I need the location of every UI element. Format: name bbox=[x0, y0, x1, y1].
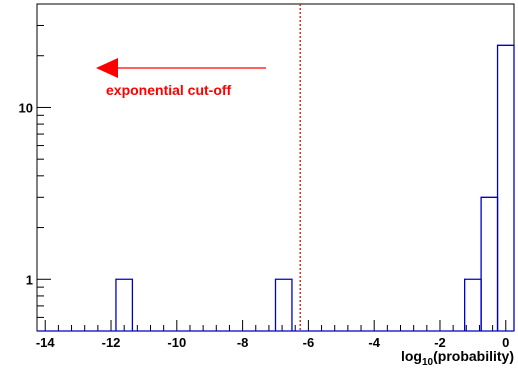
x-tick-label: -12 bbox=[102, 335, 121, 350]
arrow-head-icon bbox=[96, 58, 118, 78]
axis-ticks: -14 -12 -10 -8 -6 -4 -2 0 1 10 bbox=[19, 24, 509, 350]
plot-frame bbox=[36, 3, 515, 332]
x-axis-label-rest: (probability) bbox=[433, 348, 514, 364]
cutoff-annotation: exponential cut-off bbox=[96, 58, 266, 98]
histogram-bars bbox=[37, 44, 515, 332]
x-tick-label: -2 bbox=[434, 335, 446, 350]
histogram-bin bbox=[115, 278, 134, 331]
x-tick-label: -4 bbox=[368, 335, 380, 350]
x-tick-label: 0 bbox=[502, 335, 509, 350]
y-tick-label: 10 bbox=[19, 100, 33, 115]
x-axis-label-subscript: 10 bbox=[422, 357, 434, 368]
x-tick-label: -10 bbox=[167, 335, 186, 350]
x-tick-label: -6 bbox=[303, 335, 315, 350]
histogram-bin bbox=[496, 44, 515, 331]
annotation-label: exponential cut-off bbox=[106, 82, 232, 98]
x-tick-label: -14 bbox=[36, 335, 56, 350]
histogram-bin bbox=[274, 278, 293, 331]
y-tick-label: 1 bbox=[26, 272, 33, 287]
x-tick-label: -8 bbox=[237, 335, 249, 350]
x-axis-label-base: log bbox=[401, 348, 422, 364]
x-axis-label: log10(probability) bbox=[401, 348, 514, 368]
